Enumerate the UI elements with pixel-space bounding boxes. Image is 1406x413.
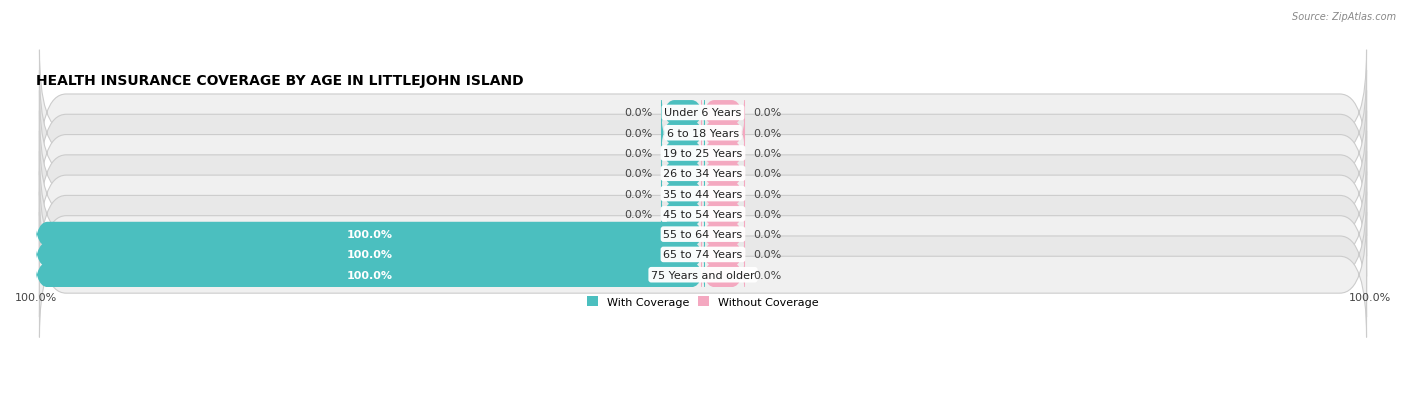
Text: 0.0%: 0.0%: [754, 189, 782, 199]
Text: 0.0%: 0.0%: [624, 169, 652, 179]
FancyBboxPatch shape: [702, 146, 745, 202]
Legend: With Coverage, Without Coverage: With Coverage, Without Coverage: [582, 292, 824, 311]
FancyBboxPatch shape: [661, 85, 704, 141]
FancyBboxPatch shape: [702, 206, 745, 263]
Text: 0.0%: 0.0%: [754, 108, 782, 118]
Text: 6 to 18 Years: 6 to 18 Years: [666, 128, 740, 138]
FancyBboxPatch shape: [661, 126, 704, 182]
FancyBboxPatch shape: [702, 186, 745, 242]
Text: Under 6 Years: Under 6 Years: [665, 108, 741, 118]
Text: 0.0%: 0.0%: [754, 250, 782, 260]
Text: 0.0%: 0.0%: [624, 209, 652, 219]
FancyBboxPatch shape: [34, 247, 704, 303]
FancyBboxPatch shape: [702, 126, 745, 182]
FancyBboxPatch shape: [39, 51, 1367, 176]
FancyBboxPatch shape: [39, 152, 1367, 277]
FancyBboxPatch shape: [702, 247, 745, 303]
Text: 0.0%: 0.0%: [624, 108, 652, 118]
FancyBboxPatch shape: [34, 206, 704, 263]
Text: 0.0%: 0.0%: [624, 189, 652, 199]
FancyBboxPatch shape: [39, 71, 1367, 196]
FancyBboxPatch shape: [39, 91, 1367, 216]
Text: 0.0%: 0.0%: [754, 230, 782, 240]
Text: 35 to 44 Years: 35 to 44 Years: [664, 189, 742, 199]
Text: 100.0%: 100.0%: [346, 270, 392, 280]
FancyBboxPatch shape: [34, 227, 704, 283]
FancyBboxPatch shape: [702, 85, 745, 141]
FancyBboxPatch shape: [702, 166, 745, 222]
FancyBboxPatch shape: [39, 132, 1367, 256]
FancyBboxPatch shape: [661, 105, 704, 161]
Text: 0.0%: 0.0%: [754, 209, 782, 219]
FancyBboxPatch shape: [39, 192, 1367, 317]
FancyBboxPatch shape: [661, 186, 704, 242]
Text: 45 to 54 Years: 45 to 54 Years: [664, 209, 742, 219]
Text: 100.0%: 100.0%: [346, 250, 392, 260]
FancyBboxPatch shape: [39, 112, 1367, 236]
Text: 0.0%: 0.0%: [624, 128, 652, 138]
FancyBboxPatch shape: [661, 166, 704, 222]
Text: 55 to 64 Years: 55 to 64 Years: [664, 230, 742, 240]
Text: 0.0%: 0.0%: [754, 169, 782, 179]
Text: Source: ZipAtlas.com: Source: ZipAtlas.com: [1292, 12, 1396, 22]
Text: 100.0%: 100.0%: [346, 230, 392, 240]
Text: 19 to 25 Years: 19 to 25 Years: [664, 149, 742, 159]
FancyBboxPatch shape: [702, 227, 745, 283]
Text: 75 Years and older: 75 Years and older: [651, 270, 755, 280]
Text: 0.0%: 0.0%: [754, 149, 782, 159]
Text: 0.0%: 0.0%: [624, 149, 652, 159]
FancyBboxPatch shape: [702, 105, 745, 161]
Text: HEALTH INSURANCE COVERAGE BY AGE IN LITTLEJOHN ISLAND: HEALTH INSURANCE COVERAGE BY AGE IN LITT…: [37, 74, 524, 88]
FancyBboxPatch shape: [661, 146, 704, 202]
FancyBboxPatch shape: [39, 172, 1367, 297]
Text: 0.0%: 0.0%: [754, 270, 782, 280]
Text: 26 to 34 Years: 26 to 34 Years: [664, 169, 742, 179]
FancyBboxPatch shape: [39, 213, 1367, 337]
Text: 0.0%: 0.0%: [754, 128, 782, 138]
Text: 65 to 74 Years: 65 to 74 Years: [664, 250, 742, 260]
